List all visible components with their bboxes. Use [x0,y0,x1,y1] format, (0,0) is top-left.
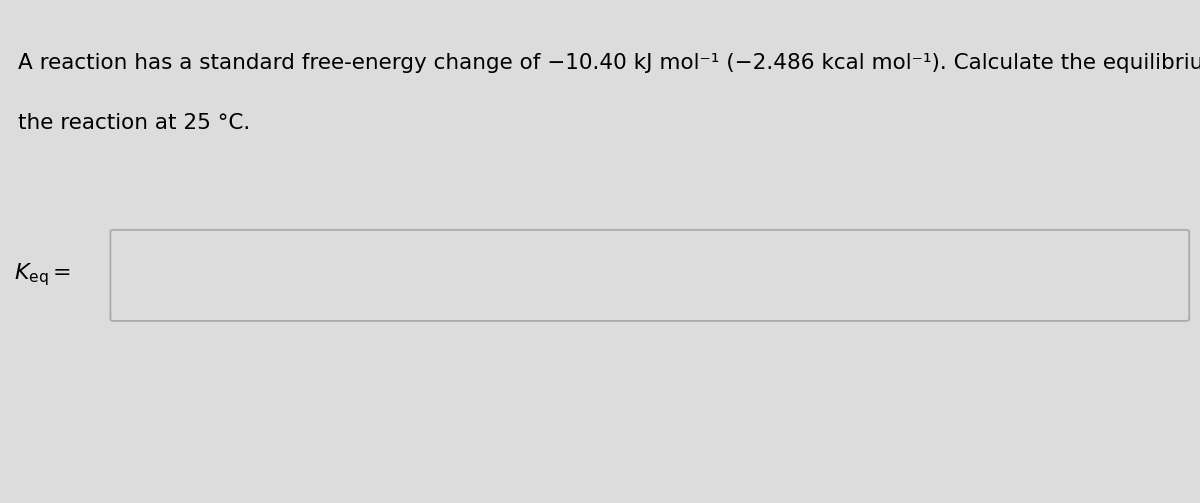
Text: $K_{\mathrm{eq}}=$: $K_{\mathrm{eq}}=$ [14,261,72,288]
Text: the reaction at 25 °C.: the reaction at 25 °C. [18,113,251,133]
Text: A reaction has a standard free-energy change of −10.40 kJ mol⁻¹ (−2.486 kcal mol: A reaction has a standard free-energy ch… [18,53,1200,73]
